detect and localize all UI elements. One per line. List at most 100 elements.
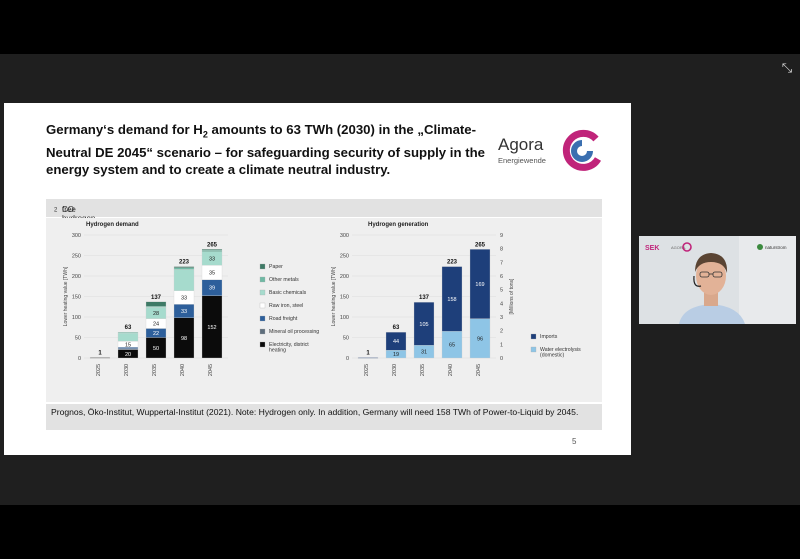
legend-label: Road freight xyxy=(269,316,298,322)
x-tick-label: 2045 xyxy=(476,364,482,376)
y-right-tick-label: 1 xyxy=(500,342,503,348)
bar-total-label: 223 xyxy=(179,260,190,266)
agora-logo: Agora Energiewende xyxy=(494,127,604,173)
legend-label: Other metals xyxy=(269,277,299,283)
y-tick-label: 0 xyxy=(78,356,81,362)
bar-segment xyxy=(117,348,139,350)
x-tick-label: 2030 xyxy=(392,364,398,376)
logo-ring-icon xyxy=(562,129,602,171)
video-logo-left: SEK xyxy=(645,245,659,252)
chart-title-0: Hydrogen demand xyxy=(86,222,139,228)
y-tick-label: 200 xyxy=(340,274,349,280)
bar-segment xyxy=(413,302,435,346)
bar-data-label: 65 xyxy=(449,343,455,349)
y-right-tick-label: 3 xyxy=(500,315,503,321)
bar-data-label: 15 xyxy=(125,342,131,348)
y-axis-label: Lower heating value [TWh] xyxy=(63,266,69,326)
bar-segment xyxy=(357,357,379,359)
logo-name: Agora xyxy=(498,135,544,154)
bar-data-label: 105 xyxy=(419,322,428,328)
chart-panel-header: CO2 free hydrogen production and consump… xyxy=(46,199,602,259)
y-tick-label: 300 xyxy=(72,233,81,239)
legend-label: Raw iron, steel xyxy=(269,303,303,309)
x-tick-label: 2025 xyxy=(364,364,370,376)
bar-total-label: 1 xyxy=(98,351,102,357)
bar-segment xyxy=(201,249,223,251)
bar-segment xyxy=(145,301,167,307)
y-tick-label: 100 xyxy=(340,315,349,321)
x-tick-label: 2040 xyxy=(180,364,186,376)
logo-subtitle: Energiewende xyxy=(498,156,546,165)
legend-swatch xyxy=(530,346,537,353)
y-tick-label: 0 xyxy=(346,356,349,362)
speaker-video-frame: SEK AGORA naturstrom xyxy=(639,236,796,324)
bar-segment xyxy=(173,266,195,268)
x-tick-label: 2045 xyxy=(208,364,214,376)
bar-segment xyxy=(173,267,195,270)
panel-title: CO2 free hydrogen production and consump… xyxy=(54,205,107,259)
speaker-video[interactable]: SEK AGORA naturstrom xyxy=(639,236,796,324)
bar-data-label: 31 xyxy=(421,350,427,356)
legend-swatch xyxy=(259,315,266,322)
x-tick-label: 2035 xyxy=(152,364,158,376)
y-tick-label: 150 xyxy=(340,295,349,301)
legend-swatch xyxy=(259,328,266,335)
bar-total-label: 265 xyxy=(207,242,218,248)
bar-data-label: 33 xyxy=(181,309,187,315)
y-tick-label: 250 xyxy=(72,254,81,260)
y-right-tick-label: 4 xyxy=(500,301,503,307)
y-tick-label: 250 xyxy=(340,254,349,260)
bar-data-label: 35 xyxy=(209,271,215,277)
y-right-tick-label: 2 xyxy=(500,329,503,335)
bottom-bar xyxy=(0,505,800,559)
bar-data-label: 28 xyxy=(153,311,159,317)
legend-label: Imports xyxy=(540,334,558,340)
bar-total-label: 63 xyxy=(125,325,132,331)
bar-data-label: 33 xyxy=(181,296,187,302)
bar-data-label: 39 xyxy=(209,286,215,292)
y-right-axis-label: [Millions of tons] xyxy=(509,278,515,314)
y-tick-label: 50 xyxy=(75,336,81,342)
minimize-icon[interactable]: ⤡ xyxy=(781,60,793,75)
bar-data-label: 22 xyxy=(153,331,159,337)
x-tick-label: 2025 xyxy=(96,364,102,376)
chart-panel: Hydrogen demand 300 250 200 150 100 50 0 Lower h… xyxy=(46,218,602,402)
legend-label: Basic chemicals xyxy=(269,290,307,296)
legend-label: Water electrolysis (domestic) xyxy=(540,347,581,359)
bar-data-label: 33 xyxy=(209,257,215,263)
video-logo-ring-icon xyxy=(682,242,692,252)
y-tick-label: 150 xyxy=(72,295,81,301)
bar-data-label: 169 xyxy=(475,282,484,288)
y-tick-label: 50 xyxy=(343,336,349,342)
bar-segment xyxy=(89,357,111,359)
legend-swatch xyxy=(259,341,266,348)
page-number: 5 xyxy=(572,437,577,446)
bar-total-label: 265 xyxy=(475,242,486,248)
bar-data-label: 44 xyxy=(393,339,399,345)
speaker-shirt xyxy=(679,304,745,324)
bar-segment xyxy=(201,250,223,252)
bar-segment xyxy=(117,332,139,342)
bar-total-label: 63 xyxy=(393,325,400,331)
y-right-tick-label: 9 xyxy=(500,233,503,239)
bar-segment xyxy=(469,249,491,319)
bar-segment xyxy=(117,332,139,334)
chart-title-1: Hydrogen generation xyxy=(368,222,429,228)
bar-data-label: 19 xyxy=(393,352,399,358)
bar-total-label: 1 xyxy=(366,351,370,357)
bar-segment xyxy=(385,332,407,351)
legend-swatch xyxy=(259,263,266,270)
bar-segment xyxy=(441,266,463,332)
legend-swatch xyxy=(259,276,266,283)
bar-data-label: 20 xyxy=(125,352,131,358)
bar-segment xyxy=(173,269,195,291)
bar-data-label: 152 xyxy=(207,325,216,331)
y-right-tick-label: 8 xyxy=(500,247,503,253)
legend-label: Electricity, district heating xyxy=(269,342,309,354)
y-right-tick-label: 7 xyxy=(500,260,503,266)
legend-swatch xyxy=(530,333,537,340)
bar-data-label: 24 xyxy=(153,322,159,328)
x-tick-label: 2040 xyxy=(448,364,454,376)
source-text: Prognos, Öko-Institut, Wuppertal-Institu… xyxy=(51,407,579,417)
